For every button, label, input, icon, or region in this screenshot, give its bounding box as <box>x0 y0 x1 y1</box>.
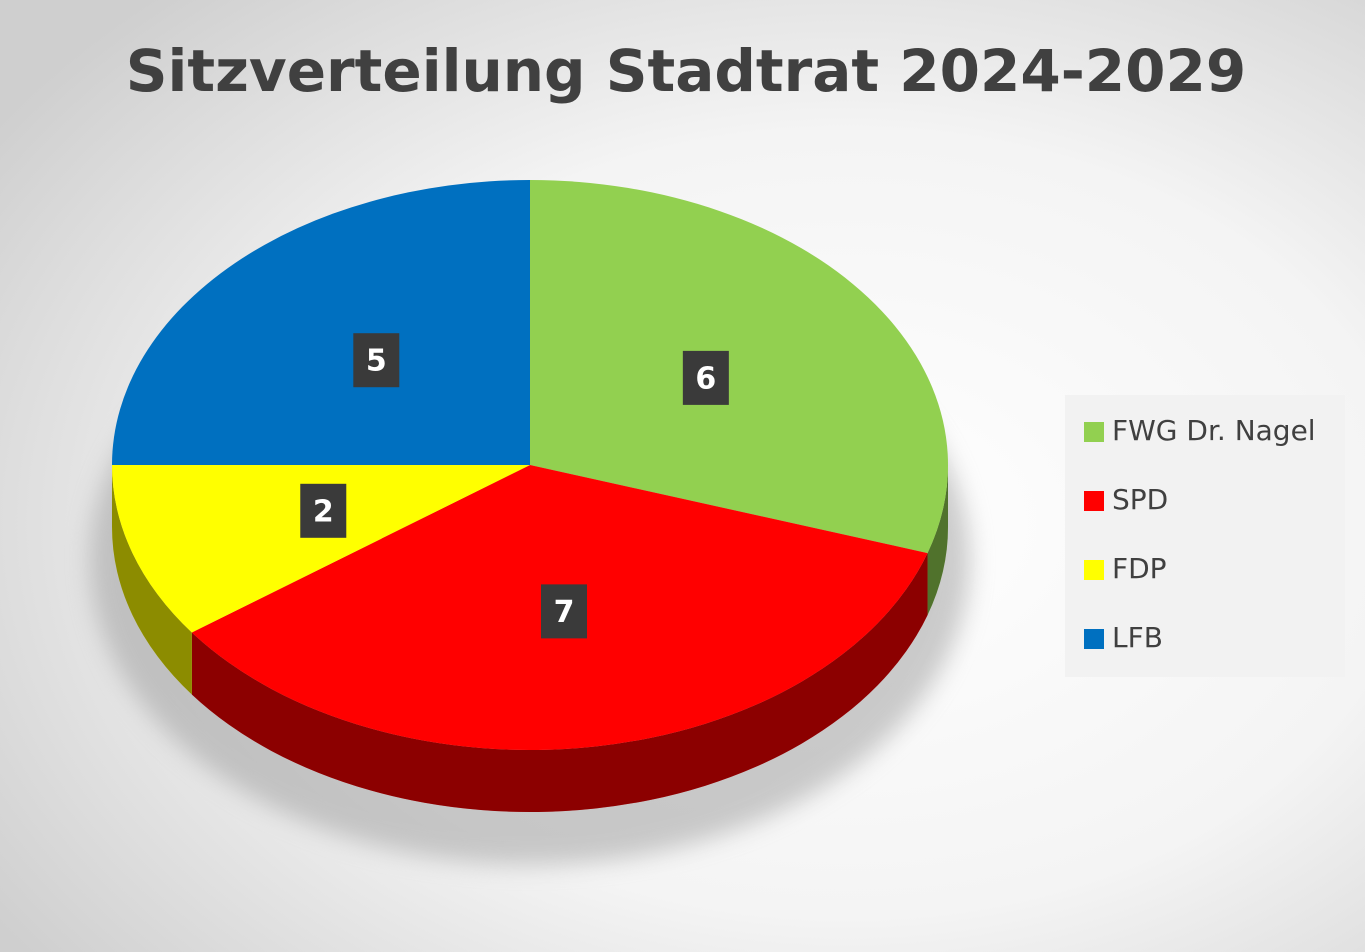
slice <box>112 180 530 465</box>
legend-label: FDP <box>1112 552 1167 585</box>
slice <box>530 180 948 554</box>
legend-swatch <box>1084 560 1104 580</box>
slice <box>112 465 530 633</box>
legend-label: SPD <box>1112 483 1168 516</box>
legend-swatch <box>1084 629 1104 649</box>
data-label-box <box>353 333 400 388</box>
legend-swatch <box>1084 491 1104 511</box>
slice-side-shade <box>927 465 948 616</box>
slice-side <box>927 465 948 616</box>
legend-label: LFB <box>1112 621 1163 654</box>
data-label: 2 <box>313 494 334 529</box>
slice-side-shade <box>191 553 928 812</box>
data-label: 7 <box>554 595 575 630</box>
data-label-box <box>300 483 347 538</box>
legend-label: FWG Dr. Nagel <box>1112 414 1316 447</box>
slice-side <box>112 465 192 695</box>
legend-box <box>1065 395 1345 677</box>
data-label: 6 <box>695 361 716 396</box>
slice-side <box>191 553 928 812</box>
chart-title: Sitzverteilung Stadtrat 2024-2029 <box>126 37 1246 105</box>
legend-swatch <box>1084 422 1104 442</box>
data-label: 5 <box>366 344 387 379</box>
data-label-box <box>541 584 588 639</box>
data-label-box <box>682 350 729 405</box>
slice-side-shade <box>112 465 192 695</box>
